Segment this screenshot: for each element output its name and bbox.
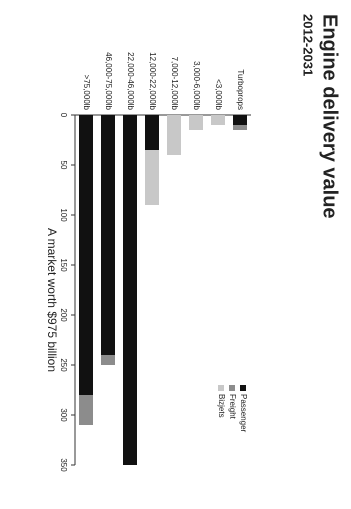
bar-segment <box>79 115 93 395</box>
bar-segment <box>167 115 181 155</box>
bar-segment <box>123 115 137 465</box>
x-tick-label: 100 <box>59 208 68 222</box>
category-label: <3,000lb <box>214 79 223 110</box>
bar-segment <box>79 395 93 425</box>
chart-subtitle: 2012-2031 <box>301 14 316 76</box>
legend-label: Bizjets <box>217 394 226 418</box>
bar-segment <box>145 115 159 150</box>
legend-swatch <box>240 385 246 391</box>
x-tick-label: 200 <box>59 308 68 322</box>
category-label: 7,000-12,000lb <box>170 57 179 111</box>
category-label: 46,000-75,000lb <box>104 52 113 110</box>
x-tick-label: 300 <box>59 408 68 422</box>
bar-segment <box>233 115 247 125</box>
category-label: >75,000lb <box>82 75 91 111</box>
bar-segment <box>233 125 247 130</box>
bar-segment <box>211 115 225 125</box>
chart-footer: A market worth $975 billion <box>45 228 59 372</box>
legend-swatch <box>218 385 224 391</box>
rotated-chart: Engine delivery value 2012-2031 A market… <box>45 14 341 472</box>
x-tick-label: 0 <box>59 113 68 118</box>
legend-label: Passenger <box>239 394 248 433</box>
category-label: Turboprops <box>236 69 245 110</box>
bar-segment <box>145 150 159 205</box>
category-label: 12,000-22,000lb <box>148 52 157 110</box>
legend-swatch <box>229 385 235 391</box>
bar-segment <box>189 115 203 130</box>
x-tick-label: 50 <box>59 161 68 170</box>
x-tick-label: 250 <box>59 358 68 372</box>
x-tick-label: 150 <box>59 258 68 272</box>
category-label: 3,000-6,000lb <box>192 61 201 110</box>
bar-segment <box>101 115 115 355</box>
category-label: 22,000-46,000lb <box>126 52 135 110</box>
bar-segment <box>101 355 115 365</box>
chart-title: Engine delivery value <box>319 14 341 219</box>
legend-label: Freight <box>228 394 237 420</box>
x-tick-label: 350 <box>59 458 68 472</box>
